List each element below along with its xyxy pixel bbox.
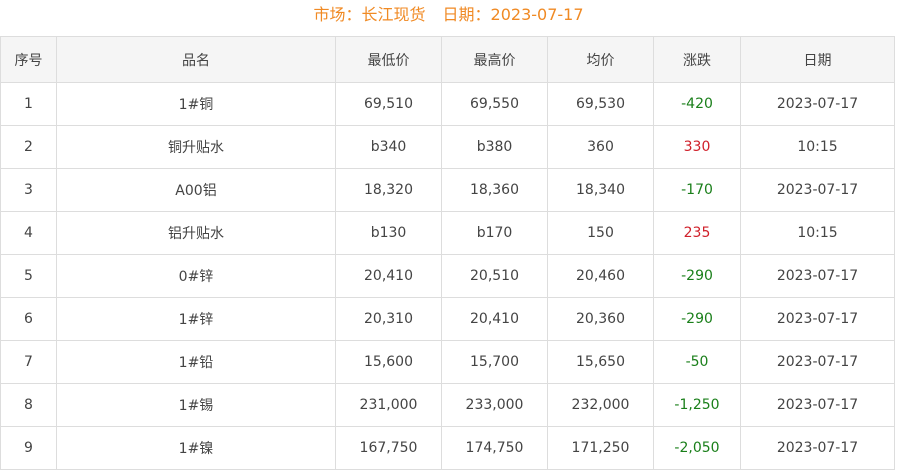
- cell-high: 20,410: [441, 297, 548, 341]
- cell-high: 15,700: [441, 340, 548, 384]
- cell-change: -170: [653, 168, 741, 212]
- cell-change: -2,050: [653, 426, 741, 470]
- cell-low: 18,320: [335, 168, 442, 212]
- cell-change: -420: [653, 82, 741, 126]
- cell-date: 2023-07-17: [740, 254, 895, 298]
- cell-date: 2023-07-17: [740, 168, 895, 212]
- cell-name: 1#铜: [56, 82, 336, 126]
- cell-date: 2023-07-17: [740, 340, 895, 384]
- cell-date: 2023-07-17: [740, 82, 895, 126]
- table-row: 7 1#铅 15,600 15,700 15,650 -50 2023-07-17: [0, 340, 895, 384]
- column-header: 序号: [0, 36, 57, 83]
- cell-high: 20,510: [441, 254, 548, 298]
- market-label: 市场：长江现货: [313, 5, 426, 24]
- table-row: 4 铝升贴水 b130 b170 150 235 10:15: [0, 211, 895, 255]
- cell-no: 5: [0, 254, 57, 298]
- cell-name: 1#锡: [56, 383, 336, 427]
- cell-date: 10:15: [740, 125, 895, 169]
- cell-change: -290: [653, 254, 741, 298]
- cell-change: -290: [653, 297, 741, 341]
- cell-change: -1,250: [653, 383, 741, 427]
- cell-high: 233,000: [441, 383, 548, 427]
- cell-low: b340: [335, 125, 442, 169]
- cell-date: 2023-07-17: [740, 383, 895, 427]
- cell-avg: 20,360: [547, 297, 654, 341]
- cell-date: 2023-07-17: [740, 297, 895, 341]
- cell-avg: 15,650: [547, 340, 654, 384]
- cell-low: 15,600: [335, 340, 442, 384]
- price-table: 序号 品名 最低价 最高价 均价 涨跌 日期 1 1#铜 69,510 69,550 69,530-…: [0, 36, 895, 470]
- table-row: 2 铜升贴水 b340 b380 360 330 10:15: [0, 125, 895, 169]
- cell-low: b130: [335, 211, 442, 255]
- cell-avg: 360: [547, 125, 654, 169]
- cell-avg: 18,340: [547, 168, 654, 212]
- date-label: 日期：2023-07-17: [442, 5, 584, 24]
- cell-low: 20,310: [335, 297, 442, 341]
- column-header: 涨跌: [653, 36, 741, 83]
- cell-name: 1#锌: [56, 297, 336, 341]
- cell-low: 20,410: [335, 254, 442, 298]
- table-row: 9 1#镍 167,750 174,750 171,250 -2,050 2023-07-1…: [0, 426, 895, 470]
- table-row: 1 1#铜 69,510 69,550 69,530 -420 2023-07-17: [0, 82, 895, 126]
- column-header: 品名: [56, 36, 336, 83]
- cell-name: A00铝: [56, 168, 336, 212]
- cell-avg: 171,250: [547, 426, 654, 470]
- cell-no: 4: [0, 211, 57, 255]
- cell-change: 235: [653, 211, 741, 255]
- table-row: 3 A00铝 18,320 18,360 18,340 -170 2023-07-17: [0, 168, 895, 212]
- cell-avg: 232,000: [547, 383, 654, 427]
- cell-no: 9: [0, 426, 57, 470]
- cell-low: 167,750: [335, 426, 442, 470]
- table-row: 6 1#锌 20,310 20,410 20,360 -290 2023-07-17: [0, 297, 895, 341]
- cell-date: 10:15: [740, 211, 895, 255]
- cell-no: 2: [0, 125, 57, 169]
- column-header: 最高价: [441, 36, 548, 83]
- column-header: 最低价: [335, 36, 442, 83]
- cell-no: 7: [0, 340, 57, 384]
- cell-avg: 69,530: [547, 82, 654, 126]
- cell-no: 6: [0, 297, 57, 341]
- cell-change: 330: [653, 125, 741, 169]
- cell-low: 231,000: [335, 383, 442, 427]
- column-header: 日期: [740, 36, 895, 83]
- cell-high: b170: [441, 211, 548, 255]
- table-row: 5 0#锌 20,410 20,510 20,460 -290 2023-07-17: [0, 254, 895, 298]
- cell-date: 2023-07-17: [740, 426, 895, 470]
- cell-high: b380: [441, 125, 548, 169]
- table-row: 8 1#锡 231,000 233,000 232,000 -1,250 2023-07-1…: [0, 383, 895, 427]
- cell-avg: 20,460: [547, 254, 654, 298]
- cell-high: 174,750: [441, 426, 548, 470]
- cell-low: 69,510: [335, 82, 442, 126]
- cell-avg: 150: [547, 211, 654, 255]
- cell-name: 1#铅: [56, 340, 336, 384]
- column-header: 均价: [547, 36, 654, 83]
- cell-name: 0#锌: [56, 254, 336, 298]
- cell-name: 1#镍: [56, 426, 336, 470]
- cell-high: 18,360: [441, 168, 548, 212]
- cell-name: 铝升贴水: [56, 211, 336, 255]
- market-header: 市场：长江现货 日期：2023-07-17: [0, 0, 897, 36]
- cell-no: 3: [0, 168, 57, 212]
- cell-no: 1: [0, 82, 57, 126]
- cell-high: 69,550: [441, 82, 548, 126]
- table-header-row: 序号 品名 最低价 最高价 均价 涨跌 日期: [0, 36, 895, 83]
- cell-change: -50: [653, 340, 741, 384]
- cell-name: 铜升贴水: [56, 125, 336, 169]
- cell-no: 8: [0, 383, 57, 427]
